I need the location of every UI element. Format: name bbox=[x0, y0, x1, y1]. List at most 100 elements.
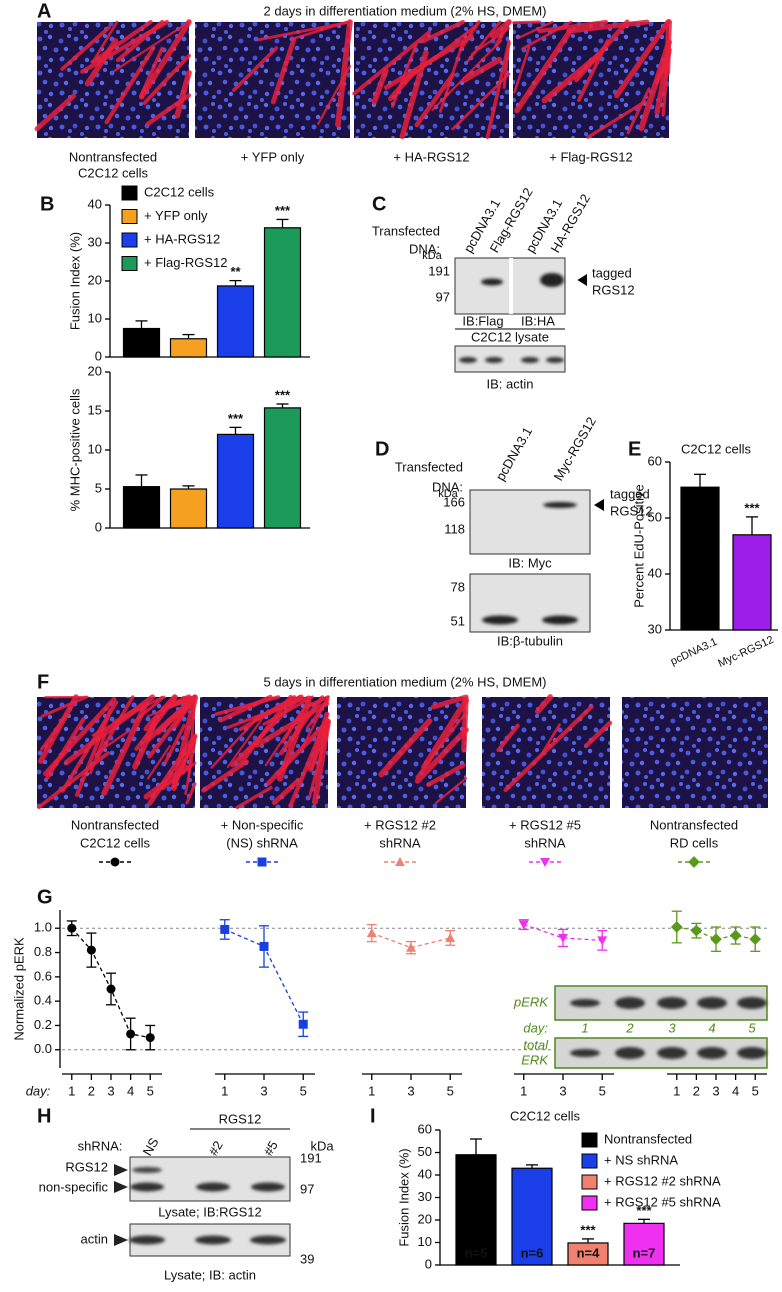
arrowhead bbox=[594, 499, 604, 511]
y-tick-label: 60 bbox=[418, 1121, 432, 1136]
error-bar bbox=[229, 279, 242, 286]
x-tick-label: 3 bbox=[712, 1083, 719, 1098]
error-bar bbox=[470, 1138, 482, 1155]
bar bbox=[511, 1167, 553, 1266]
marker bbox=[86, 945, 96, 955]
x-tick-label: 5 bbox=[447, 1083, 454, 1098]
row-label: shRNA: bbox=[78, 1138, 123, 1153]
y-tick-label: 0.8 bbox=[34, 944, 52, 959]
error-bar bbox=[276, 218, 289, 228]
myotube bbox=[626, 87, 651, 135]
myotube bbox=[517, 20, 554, 39]
arrowhead bbox=[114, 1164, 128, 1176]
marker bbox=[406, 942, 416, 952]
x-tick-label: 3 bbox=[260, 1083, 267, 1098]
panel-letter: G bbox=[37, 886, 53, 908]
band bbox=[481, 278, 503, 286]
y-tick-label: 20 bbox=[88, 363, 102, 378]
bar bbox=[680, 486, 720, 631]
y-tick-label: 0.2 bbox=[34, 1017, 52, 1032]
marker bbox=[126, 1029, 136, 1039]
band bbox=[130, 1182, 164, 1192]
loading-band bbox=[485, 357, 503, 363]
caption: shRNA bbox=[524, 835, 566, 850]
myotube bbox=[664, 19, 672, 76]
myotube bbox=[174, 69, 192, 119]
x-tick-label: 3 bbox=[559, 1083, 566, 1098]
lane-label: pcDNA3.1 bbox=[493, 424, 536, 483]
myotube bbox=[426, 762, 466, 788]
micrograph bbox=[622, 697, 768, 808]
significance: *** bbox=[275, 387, 291, 402]
y-tick-label: 0.4 bbox=[34, 993, 52, 1008]
marker bbox=[67, 923, 77, 933]
kda-label: kDa bbox=[310, 1138, 334, 1153]
x-tick-label: 1 bbox=[673, 1083, 680, 1098]
myotubes bbox=[496, 694, 613, 793]
y-tick-label: 60 bbox=[648, 453, 662, 468]
myotube bbox=[90, 19, 153, 64]
mw-marker: 78 bbox=[451, 579, 465, 594]
x-tick-label: pcDNA3.1 bbox=[669, 636, 720, 668]
mw-marker: 118 bbox=[444, 521, 465, 536]
band bbox=[570, 999, 600, 1007]
myotube bbox=[143, 694, 178, 732]
loading-band bbox=[250, 1235, 286, 1245]
myotube bbox=[281, 711, 304, 744]
myotube bbox=[185, 782, 197, 805]
band-label: RGS12 bbox=[65, 1159, 108, 1174]
y-tick-label: 10 bbox=[88, 441, 102, 456]
band bbox=[737, 1047, 767, 1059]
myotube bbox=[232, 46, 279, 92]
legend-marker bbox=[688, 856, 700, 868]
caption: (NS) shRNA bbox=[226, 835, 298, 850]
myotube bbox=[496, 723, 520, 753]
y-tick-label: 30 bbox=[418, 1189, 432, 1204]
error-bar bbox=[746, 516, 758, 535]
bar bbox=[169, 488, 208, 529]
lane-label: 5 bbox=[748, 1020, 756, 1035]
probe-label: Lysate; IB: actin bbox=[164, 1267, 256, 1282]
x-tick-label: 1 bbox=[520, 1083, 527, 1098]
y-axis-label: Normalized pERK bbox=[11, 937, 26, 1041]
row-label: Transfected bbox=[395, 459, 463, 474]
x-tick-label: 5 bbox=[752, 1083, 759, 1098]
myotube bbox=[431, 39, 503, 111]
band-label: tagged bbox=[592, 265, 632, 280]
y-tick-label: 30 bbox=[648, 621, 662, 636]
myotube bbox=[414, 727, 469, 784]
lane-label: 2 bbox=[625, 1020, 634, 1035]
lane-label: #2 bbox=[206, 1138, 226, 1158]
marker bbox=[518, 920, 529, 930]
loading-band bbox=[459, 357, 477, 363]
myotube bbox=[266, 718, 331, 786]
loading-band bbox=[521, 357, 539, 363]
bar bbox=[122, 327, 161, 358]
myotube bbox=[584, 720, 613, 748]
myotube bbox=[461, 56, 503, 83]
y-tick-label: 0.0 bbox=[34, 1041, 52, 1056]
band-label: actin bbox=[81, 1231, 108, 1246]
myotubes bbox=[352, 19, 512, 140]
legend-swatch bbox=[121, 232, 138, 248]
band bbox=[615, 1047, 645, 1059]
band bbox=[615, 997, 645, 1009]
y-tick-label: 5 bbox=[95, 480, 102, 495]
marker bbox=[729, 929, 742, 942]
legend-label: + NS shRNA bbox=[604, 1152, 678, 1167]
mw-marker: 51 bbox=[451, 613, 465, 628]
band bbox=[657, 997, 687, 1009]
caption: + Flag-RGS12 bbox=[549, 149, 632, 164]
bar bbox=[216, 433, 255, 529]
blot-label: day: bbox=[523, 1020, 548, 1035]
myotube bbox=[307, 711, 330, 772]
band bbox=[697, 1047, 727, 1059]
probe-label: Lysate; IB:RGS12 bbox=[158, 1204, 262, 1219]
x-tick-label: 3 bbox=[107, 1083, 114, 1098]
arrowhead bbox=[577, 274, 587, 286]
legend-swatch bbox=[581, 1153, 598, 1169]
legend-marker bbox=[257, 857, 267, 867]
myotube bbox=[104, 46, 156, 125]
error-bar bbox=[135, 320, 148, 329]
